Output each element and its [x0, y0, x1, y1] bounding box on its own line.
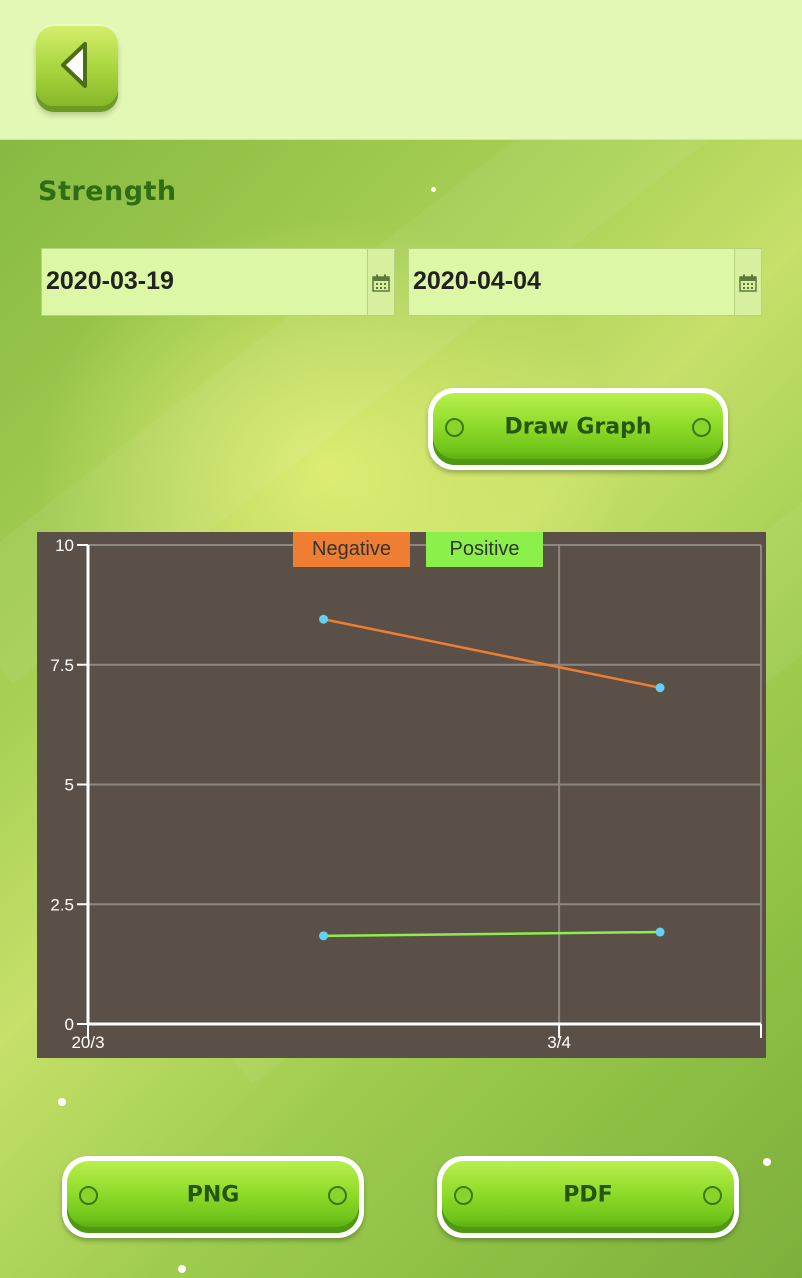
chevron-left-icon [61, 42, 87, 88]
export-png-button[interactable]: PNG [62, 1156, 364, 1238]
y-tick-label: 2.5 [50, 895, 74, 914]
end-date-value: 2020-04-04 [413, 267, 541, 295]
negative-data-point [319, 614, 329, 624]
sparkle [178, 1265, 186, 1273]
end-date-field[interactable]: 2020-04-04 [408, 248, 762, 316]
calendar-icon [739, 274, 757, 292]
button-rivet-icon [703, 1186, 722, 1205]
x-tick-label: 20/3 [71, 1033, 104, 1052]
positive-data-point [319, 931, 329, 941]
top-bar [0, 0, 802, 140]
sparkle [431, 187, 436, 192]
calendar-icon [372, 274, 390, 292]
export-pdf-button[interactable]: PDF [437, 1156, 739, 1238]
start-date-field[interactable]: 2020-03-19 [41, 248, 395, 316]
negative-series-line [323, 618, 661, 689]
start-date-picker-button[interactable] [367, 249, 394, 315]
negative-data-point [655, 683, 665, 693]
page-title: Strength [38, 176, 177, 207]
button-rivet-icon [454, 1186, 473, 1205]
y-tick-label: 10 [55, 536, 74, 555]
export-pdf-button-face: PDF [442, 1161, 734, 1233]
y-tick-label: 5 [65, 776, 74, 795]
start-date-value: 2020-03-19 [46, 267, 174, 295]
legend-item-positive: Positive [426, 532, 543, 567]
button-rivet-icon [328, 1186, 347, 1205]
x-tick-label: 3/4 [547, 1033, 571, 1052]
y-tick-label: 7.5 [50, 656, 74, 675]
legend-item-negative: Negative [293, 532, 410, 567]
button-rivet-icon [79, 1186, 98, 1205]
sparkle [58, 1098, 66, 1106]
draw-graph-button-face: Draw Graph [433, 393, 723, 465]
positive-series-line [323, 930, 661, 938]
button-rivet-icon [692, 418, 711, 437]
strength-chart: 0 2.5 5 7.5 10 20/3 3/4 Negative Positive [37, 532, 766, 1058]
export-png-button-face: PNG [67, 1161, 359, 1233]
sparkle [763, 1158, 771, 1166]
chart-canvas: 0 2.5 5 7.5 10 20/3 3/4 [50, 536, 762, 1052]
button-rivet-icon [445, 418, 464, 437]
y-tick-label: 0 [65, 1015, 74, 1034]
draw-graph-button[interactable]: Draw Graph [428, 388, 728, 470]
back-button[interactable] [36, 24, 118, 106]
draw-graph-label: Draw Graph [504, 414, 652, 440]
png-label: PNG [186, 1182, 240, 1208]
pdf-label: PDF [563, 1182, 613, 1208]
positive-data-point [655, 927, 665, 937]
end-date-picker-button[interactable] [734, 249, 761, 315]
